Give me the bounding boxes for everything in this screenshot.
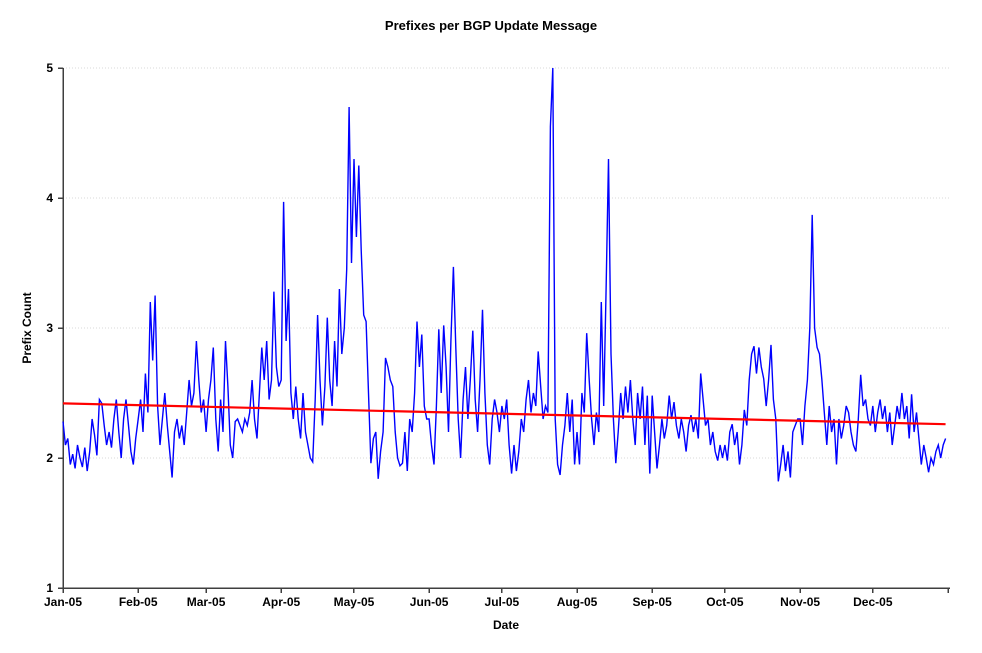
x-axis-title: Date <box>492 618 519 632</box>
x-tick-label: Jan-05 <box>44 595 82 609</box>
x-tick-label: Feb-05 <box>119 595 158 609</box>
x-tick-label: Dec-05 <box>853 595 893 609</box>
x-tick-label: Apr-05 <box>262 595 300 609</box>
y-tick-label: 3 <box>46 321 53 335</box>
x-tick-label: Nov-05 <box>780 595 820 609</box>
x-tick-label: Oct-05 <box>706 595 744 609</box>
x-tick-label: Aug-05 <box>557 595 598 609</box>
x-tick-label: Sep-05 <box>633 595 673 609</box>
y-tick-label: 4 <box>46 191 53 205</box>
x-tick-label: Jun-05 <box>410 595 449 609</box>
y-tick-label: 5 <box>46 61 53 75</box>
prefix-count-series-line <box>62 67 947 482</box>
y-tick-label: 2 <box>46 451 53 465</box>
chart-title: Prefixes per BGP Update Message <box>384 18 598 33</box>
x-tick-label: May-05 <box>334 595 375 609</box>
trend-line <box>62 402 946 426</box>
x-tick-label: Mar-05 <box>187 595 226 609</box>
x-tick-label: Jul-05 <box>485 595 520 609</box>
y-tick-label: 1 <box>46 581 53 595</box>
